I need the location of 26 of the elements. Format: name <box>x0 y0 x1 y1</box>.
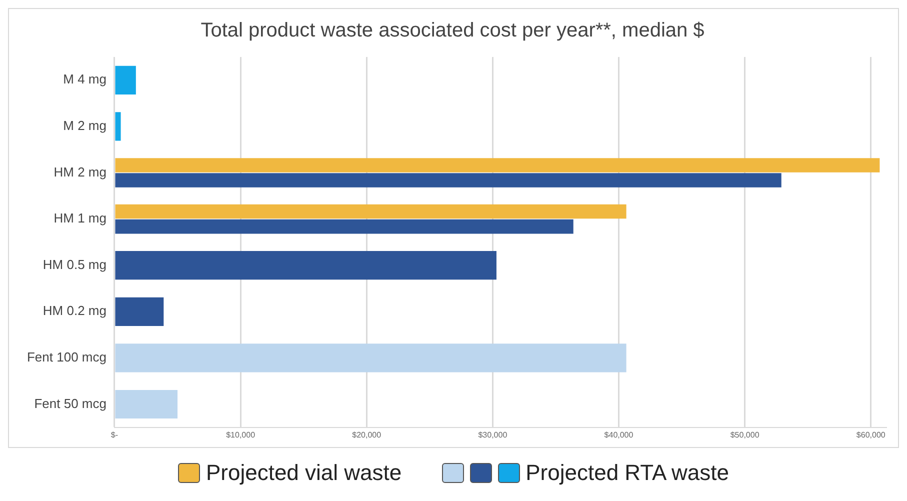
y-tick-label: Fent 50 mcg <box>34 396 106 411</box>
x-tick-label: $50,000 <box>730 430 760 440</box>
y-tick-label: M 4 mg <box>63 72 106 87</box>
chart-title: Total product waste associated cost per year**, median $ <box>200 20 704 42</box>
bar <box>115 204 626 219</box>
x-tick-label: $40,000 <box>604 430 634 440</box>
legend-label: Projected RTA waste <box>526 460 730 486</box>
x-tick-label: $20,000 <box>352 430 382 440</box>
bar <box>115 251 496 280</box>
y-tick-label: M 2 mg <box>63 118 106 134</box>
bar <box>115 112 121 141</box>
y-tick-label: HM 2 mg <box>54 164 106 180</box>
x-tick-label: $30,000 <box>478 430 508 440</box>
y-tick-label: HM 0.2 mg <box>42 303 106 318</box>
bar <box>115 297 164 326</box>
bar <box>115 66 136 94</box>
x-tick-label: $- <box>110 430 118 440</box>
x-tick-label: $10,000 <box>226 430 256 440</box>
y-tick-label: HM 1 mg <box>54 210 106 226</box>
bar <box>115 344 626 372</box>
bar <box>115 390 178 419</box>
y-tick-label: Fent 100 mcg <box>26 350 106 365</box>
y-tick-label: HM 0.5 mg <box>42 256 106 272</box>
bar <box>115 158 880 172</box>
legend-label: Projected vial waste <box>206 460 402 486</box>
x-tick-label: $60,000 <box>856 430 886 440</box>
